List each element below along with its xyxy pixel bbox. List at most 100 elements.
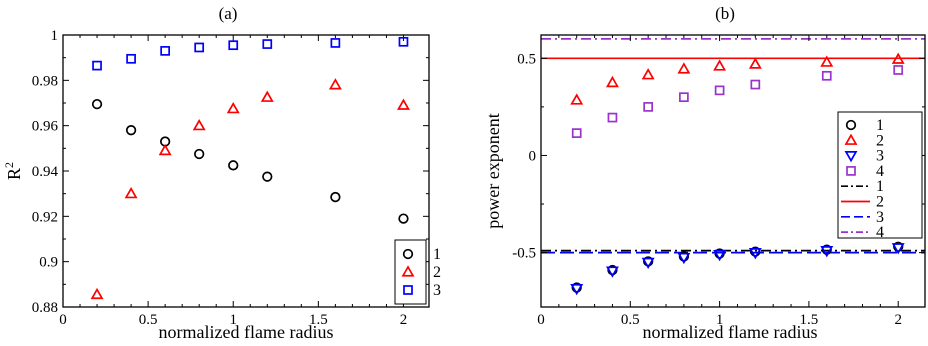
- panel-b-x-tick-label: 1: [716, 312, 724, 328]
- panel-a-y-tick-label: 1: [51, 28, 59, 44]
- panel-b-series-4-point: [679, 92, 689, 103]
- panel-b-series-3-point: [605, 266, 619, 278]
- panel-a-legend-items: 123: [401, 246, 441, 299]
- panel-a-legend-marker-2: [401, 265, 415, 277]
- panel-a-series-3-point: [194, 42, 205, 53]
- panel-a-series-1-point: [330, 191, 341, 203]
- panel-b-x-tick-label: 1.5: [800, 312, 819, 328]
- panel-a-y-tick-label: 0.9: [39, 255, 58, 271]
- panel-b-y-tick-label: 0.5: [517, 51, 536, 67]
- panel-a-series-1-point: [228, 160, 239, 171]
- panel-a-x-tick-label: 1.5: [309, 312, 328, 328]
- panel-b-series-4-point: [714, 85, 725, 96]
- panel-b-series-2-point: [891, 52, 905, 64]
- panel-a: (a) 0 0.5 1 1.5 2 0.88 0.9 0.92 0.94 0.96 0.98 1 n…: [2, 4, 441, 342]
- panel-b-legend-marker-2: [844, 133, 858, 145]
- panel-b-series-2-point: [713, 59, 727, 71]
- panel-b-x-tick-label: 2: [894, 312, 902, 328]
- panel-b-series-2-point: [820, 55, 834, 67]
- panel-b-series-3-point: [641, 257, 655, 270]
- panel-a-legend-label-3: 3: [433, 282, 441, 299]
- panel-a-x-axis-title: normalized flame radius: [159, 322, 334, 342]
- panel-b-series-3-point: [677, 252, 691, 265]
- panel-b-legend-label-4: 4: [876, 163, 884, 180]
- panel-b-series-3-point: [570, 283, 584, 296]
- panel-a-x-ticks: 0 0.5 1 1.5 2: [59, 35, 407, 328]
- panel-b-y-axis-title: power exponent: [483, 113, 503, 228]
- panel-a-y-tick-label: 0.92: [32, 209, 58, 225]
- panel-b-series-4-point: [893, 65, 904, 75]
- panel-a-points: [90, 36, 410, 300]
- panel-b-x-ticks: 0 0.5 1 1.5 2: [537, 35, 902, 328]
- panel-a-series-3-point: [262, 39, 273, 49]
- panel-b-y-tick-label: 0: [529, 148, 537, 164]
- panel-a-series-1-point: [194, 148, 205, 160]
- panel-b-legend-label-3: 3: [876, 148, 884, 165]
- panel-b-series-4-point: [643, 102, 654, 112]
- panel-a-series-3-point: [126, 53, 136, 64]
- panel-b-series-2-point: [641, 68, 655, 80]
- panel-a-series-1-point: [125, 125, 137, 136]
- panel-a-series-3-point: [398, 36, 409, 47]
- panel-b-legend-marker-4: [846, 166, 856, 176]
- panel-a-y-ticks: 0.88 0.9 0.92 0.94 0.96 0.98 1: [32, 28, 429, 316]
- panel-a-y-tick-label: 0.98: [32, 73, 58, 89]
- panel-b-series-3-point: [891, 243, 905, 255]
- panel-a-series-1-point: [262, 171, 273, 182]
- panel-b-legend-label-line-2: 2: [876, 194, 884, 211]
- panel-b-series-4-point: [571, 128, 582, 138]
- panel-a-series-1-point: [398, 213, 409, 224]
- panel-b-label: (b): [715, 4, 735, 23]
- panel-b-series-2-point: [748, 57, 762, 69]
- panel-a-series-2-point: [124, 186, 138, 199]
- panel-a-y-axis-title-base: R: [4, 168, 24, 180]
- panel-a-legend-label-2: 2: [433, 264, 441, 281]
- panel-a-series-2-point: [90, 287, 104, 300]
- panel-b-series-3-point: [713, 249, 727, 262]
- panel-b-legend-marker-1: [845, 119, 857, 131]
- panel-b-legend-label-2: 2: [876, 132, 884, 149]
- panel-a-legend-label-1: 1: [433, 246, 441, 263]
- panel-b-legend-label-line-1: 1: [876, 178, 884, 195]
- panel-a-series-2-point: [192, 118, 206, 131]
- panel-b-series-2-point: [677, 62, 691, 74]
- panel-a-series-2-point: [226, 101, 240, 114]
- panel-b-points: [570, 52, 905, 296]
- panel-b-series-2-point: [605, 75, 619, 88]
- panel-a-series-3-point: [330, 38, 341, 48]
- panel-b-series-3-point: [820, 246, 834, 258]
- panel-a-x-tick-label: 1: [229, 312, 237, 328]
- panel-a-legend-marker-1: [402, 248, 414, 260]
- panel-b: (b) 0 0.5 1 1.5 2 -0.5 0 0.5 normalized flame …: [483, 4, 926, 342]
- panel-a-x-tick-label: 2: [400, 312, 408, 328]
- panel-a-legend-marker-3: [403, 285, 413, 295]
- panel-a-series-2-point: [158, 143, 172, 156]
- panel-b-x-tick-label: 0.5: [621, 312, 640, 328]
- panel-a-y-axis-title-sup: 2: [2, 162, 16, 168]
- panel-a-label: (a): [219, 4, 238, 23]
- panel-b-frame: [540, 34, 926, 308]
- panel-b-legend-label-line-4: 4: [876, 224, 884, 241]
- panel-b-series-4-point: [821, 70, 832, 81]
- panel-a-frame: [62, 34, 430, 308]
- panel-b-x-axis-title: normalized flame radius: [643, 322, 818, 342]
- panel-a-y-tick-label: 0.94: [32, 164, 59, 180]
- panel-a-series-1-point: [91, 98, 103, 110]
- panel-b-legend-label-1: 1: [876, 117, 884, 134]
- panel-b-series-4-point: [750, 79, 761, 90]
- panel-a-x-tick-label: 0: [59, 312, 67, 328]
- panel-b-y-tick-label: -0.5: [512, 246, 536, 262]
- panel-b-reference-lines: [541, 38, 925, 254]
- panel-b-legend-label-line-3: 3: [876, 209, 884, 226]
- panel-b-y-ticks: -0.5 0 0.5: [512, 51, 925, 262]
- panel-b-series-3-point: [748, 248, 762, 260]
- panel-a-y-axis-title: R2: [2, 162, 24, 180]
- panel-a-series-3-point: [92, 60, 102, 71]
- panel-b-series-2-point: [570, 93, 584, 105]
- panel-a-series-3-point: [160, 46, 170, 56]
- panel-a-x-tick-label: 0.5: [139, 312, 158, 328]
- panel-a-series-2-point: [328, 78, 342, 90]
